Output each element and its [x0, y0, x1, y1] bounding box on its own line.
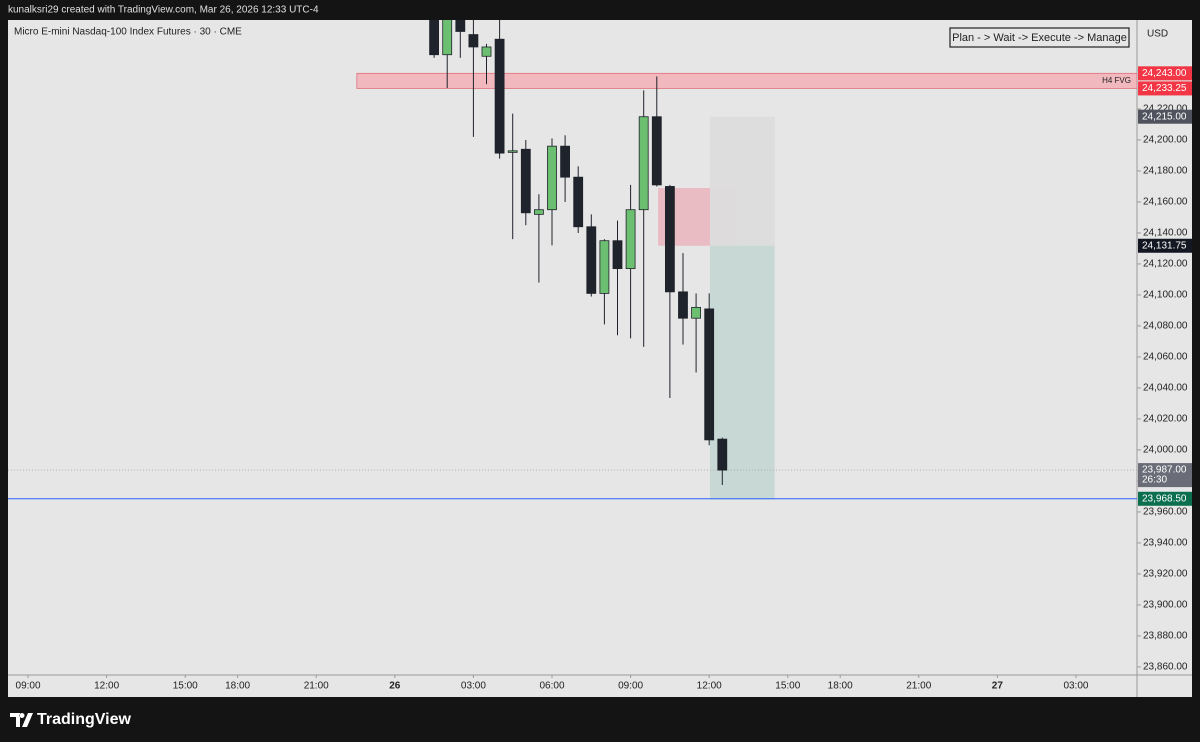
- candle-body: [638, 116, 649, 211]
- candle-body: [534, 209, 544, 215]
- annotation-box: Plan - > Wait -> Execute -> Manage: [949, 27, 1130, 48]
- price-label-box: [1138, 463, 1192, 488]
- y-tick-label: 23,900.00: [1143, 600, 1188, 611]
- candle-body: [717, 438, 728, 471]
- candle-body: [612, 240, 623, 270]
- y-tick-label: 24,120.00: [1143, 259, 1188, 270]
- axes: 23,860.00 23,880.00 23,900.00 23,920.00 23,9…: [16, 66, 1192, 692]
- footer-logo: TradingView: [10, 711, 132, 728]
- zone: [709, 116, 775, 246]
- x-tick-label: 09:00: [618, 681, 643, 692]
- x-tick-label: 15:00: [775, 681, 800, 692]
- candle-body: [429, 20, 440, 56]
- candle-body: [547, 145, 557, 211]
- x-tick-label: 09:00: [16, 681, 41, 692]
- x-tick-label: 03:00: [1063, 681, 1088, 692]
- y-tick-label: 24,060.00: [1143, 352, 1188, 363]
- candle-body: [651, 116, 662, 186]
- price-label: 24,215.00: [1142, 111, 1187, 122]
- candle-body: [625, 209, 636, 270]
- y-tick-label: 24,160.00: [1143, 197, 1188, 208]
- candle-body: [704, 308, 715, 441]
- price-label-box: [1138, 238, 1192, 253]
- currency: USD: [1147, 29, 1168, 40]
- y-tick-label: 24,040.00: [1143, 383, 1188, 394]
- price-label: 24,233.25: [1142, 83, 1187, 94]
- y-tick-label: 24,200.00: [1143, 135, 1188, 146]
- candle-body: [599, 240, 610, 294]
- annotation-text: Plan - > Wait -> Execute -> Manage: [952, 32, 1127, 44]
- zone-label: H4 FVG: [1102, 76, 1131, 85]
- y-tick-label: 24,080.00: [1143, 321, 1188, 332]
- price-label-box: [1138, 66, 1192, 81]
- y-tick-label: 24,140.00: [1143, 228, 1188, 239]
- logo-icon: [10, 713, 33, 727]
- x-tick-label: 03:00: [461, 681, 486, 692]
- price-label: 24,243.00: [1142, 68, 1187, 79]
- candle-body: [573, 176, 584, 228]
- y-tick-label: 23,860.00: [1143, 662, 1188, 673]
- x-tick-label: 06:00: [539, 681, 564, 692]
- chart-background: [8, 20, 1192, 697]
- y-tick-label: 24,180.00: [1143, 166, 1188, 177]
- price-label: 24,131.75: [1142, 240, 1187, 251]
- candle-body: [468, 34, 479, 48]
- plot: H4 FVG: [8, 20, 1137, 500]
- candle-body: [442, 20, 453, 56]
- x-tick-label: 21:00: [906, 681, 931, 692]
- countdown: 26:30: [1142, 475, 1167, 486]
- brand: TradingView: [37, 711, 132, 728]
- candle-body: [678, 291, 688, 319]
- candle-body: [507, 150, 518, 153]
- header-text: kunalksri29 created with TradingView.com…: [8, 5, 319, 16]
- y-tick-label: 23,940.00: [1143, 538, 1188, 549]
- candle-body: [664, 186, 675, 293]
- annotation-frame: [949, 27, 1130, 48]
- y-tick-label: 23,880.00: [1143, 631, 1188, 642]
- price-label-box: [1138, 491, 1192, 506]
- y-tick-label: 24,020.00: [1143, 414, 1188, 425]
- price-label-box: [1138, 81, 1192, 96]
- x-tick-label: 12:00: [94, 681, 119, 692]
- y-tick-label: 24,100.00: [1143, 290, 1188, 301]
- candle-body: [691, 306, 701, 319]
- price-label: 23,987.00: [1142, 465, 1187, 476]
- zone: [356, 72, 1137, 89]
- candle-body: [455, 20, 466, 32]
- x-tick-label: 18:00: [225, 681, 250, 692]
- x-tick-label: 26: [389, 681, 401, 692]
- price-label-box: [1138, 109, 1192, 124]
- x-tick-label: 27: [992, 681, 1004, 692]
- candle-body: [560, 145, 570, 178]
- x-tick-label: 15:00: [173, 681, 198, 692]
- x-tick-label: 21:00: [304, 681, 329, 692]
- y-tick-label: 23,960.00: [1143, 507, 1188, 518]
- candle-body: [586, 226, 597, 294]
- candle-body: [481, 46, 492, 57]
- chart-title: Micro E-mini Nasdaq-100 Index Futures · …: [14, 27, 242, 38]
- y-tick-label: 24,000.00: [1143, 445, 1188, 456]
- x-tick-label: 18:00: [828, 681, 853, 692]
- candle-body: [520, 148, 531, 214]
- y-tick-label: 24,220.00: [1143, 104, 1188, 115]
- x-tick-label: 12:00: [697, 681, 722, 692]
- candle-body: [494, 38, 505, 154]
- price-label: 23,968.50: [1142, 493, 1187, 504]
- y-tick-label: 23,920.00: [1143, 569, 1188, 580]
